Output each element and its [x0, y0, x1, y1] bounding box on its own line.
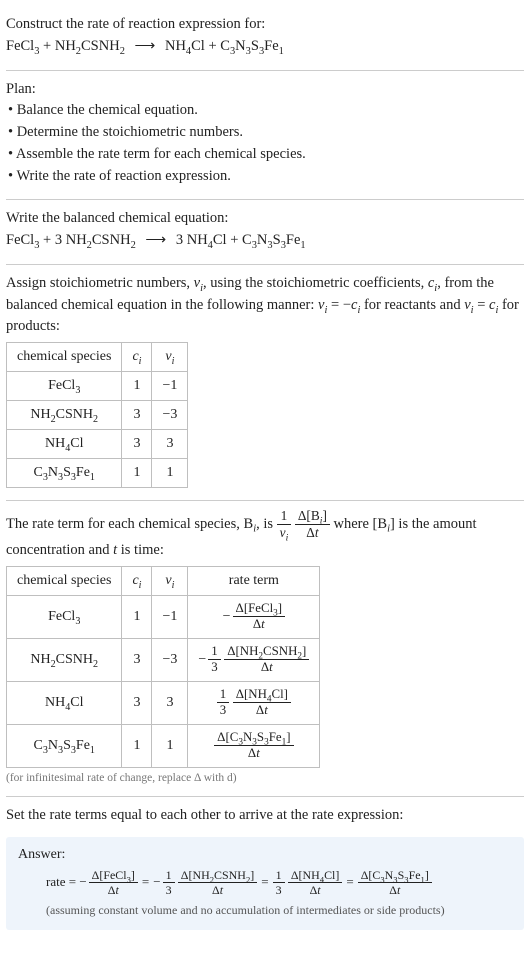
col-ci: ci [122, 566, 152, 595]
page: Construct the rate of reaction expressio… [0, 0, 530, 938]
answer-rate-expression: rate = −Δ[FeCl3]Δt=−13 Δ[NH2CSNH2]Δt=13 … [18, 869, 512, 897]
answer-box: Answer: rate = −Δ[FeCl3]Δt=−13 Δ[NH2CSNH… [6, 837, 524, 930]
cell-ci: 1 [122, 459, 152, 488]
col-species: chemical species [7, 566, 122, 595]
cell-rate: −13 Δ[NH2CSNH2]Δt [188, 638, 320, 681]
plan-item: • Assemble the rate term for each chemic… [6, 144, 524, 166]
table-header-row: chemical species ci νi [7, 343, 188, 372]
balanced-heading: Write the balanced chemical equation: [6, 208, 524, 230]
rateterm-heading: The rate term for each chemical species,… [6, 509, 524, 562]
cell-vi: 3 [152, 430, 188, 459]
col-vi: νi [152, 343, 188, 372]
balanced-equation: FeCl3 + 3 NH2CSNH2 ⟶ 3 NH4Cl + C3N3S3Fe1 [6, 230, 524, 252]
table-row: NH4Cl 3 3 13 Δ[NH4Cl]Δt [7, 681, 320, 724]
cell-vi: 1 [152, 724, 188, 767]
cell-rate: −Δ[FeCl3]Δt [188, 595, 320, 638]
cell-vi: 1 [152, 459, 188, 488]
cell-species: NH4Cl [7, 681, 122, 724]
intro-equation: FeCl3 + NH2CSNH2 ⟶ NH4Cl + C3N3S3Fe1 [6, 36, 524, 58]
cell-ci: 1 [122, 724, 152, 767]
cell-rate: 13 Δ[NH4Cl]Δt [188, 681, 320, 724]
cell-ci: 3 [122, 681, 152, 724]
table-row: NH2CSNH2 3 −3 −13 Δ[NH2CSNH2]Δt [7, 638, 320, 681]
cell-ci: 3 [122, 401, 152, 430]
answer-assumption: (assuming constant volume and no accumul… [18, 897, 512, 918]
col-vi: νi [152, 566, 188, 595]
stoich-heading: Assign stoichiometric numbers, νi, using… [6, 273, 524, 338]
cell-ci: 1 [122, 595, 152, 638]
table-header-row: chemical species ci νi rate term [7, 566, 320, 595]
answer-label: Answer: [18, 847, 512, 863]
cell-ci: 3 [122, 430, 152, 459]
col-rate: rate term [188, 566, 320, 595]
cell-species: FeCl3 [7, 372, 122, 401]
final-heading: Set the rate terms equal to each other t… [6, 805, 524, 827]
balanced-section: Write the balanced chemical equation: Fe… [6, 202, 524, 262]
cell-ci: 3 [122, 638, 152, 681]
cell-vi: −1 [152, 372, 188, 401]
separator [6, 264, 524, 265]
separator [6, 500, 524, 501]
cell-species: C3N3S3Fe1 [7, 459, 122, 488]
plan-heading: Plan: [6, 79, 524, 101]
stoich-table: chemical species ci νi FeCl3 1 −1 NH2CSN… [6, 342, 188, 488]
col-species: chemical species [7, 343, 122, 372]
cell-rate: Δ[C3N3S3Fe1]Δt [188, 724, 320, 767]
cell-vi: −3 [152, 401, 188, 430]
plan-item: • Determine the stoichiometric numbers. [6, 122, 524, 144]
cell-species: FeCl3 [7, 595, 122, 638]
rateterm-section: The rate term for each chemical species,… [6, 503, 524, 794]
table-row: C3N3S3Fe1 1 1 [7, 459, 188, 488]
plan-section: Plan: • Balance the chemical equation. •… [6, 73, 524, 198]
table-row: NH4Cl 3 3 [7, 430, 188, 459]
cell-ci: 1 [122, 372, 152, 401]
cell-species: NH2CSNH2 [7, 401, 122, 430]
table-row: NH2CSNH2 3 −3 [7, 401, 188, 430]
cell-vi: 3 [152, 681, 188, 724]
final-section: Set the rate terms equal to each other t… [6, 799, 524, 831]
stoich-section: Assign stoichiometric numbers, νi, using… [6, 267, 524, 498]
table-row: FeCl3 1 −1 [7, 372, 188, 401]
separator [6, 796, 524, 797]
rateterm-table: chemical species ci νi rate term FeCl3 1… [6, 566, 320, 768]
separator [6, 199, 524, 200]
table-row: C3N3S3Fe1 1 1 Δ[C3N3S3Fe1]Δt [7, 724, 320, 767]
cell-vi: −3 [152, 638, 188, 681]
plan-item: • Write the rate of reaction expression. [6, 166, 524, 188]
intro-title: Construct the rate of reaction expressio… [6, 14, 524, 36]
intro-section: Construct the rate of reaction expressio… [6, 8, 524, 68]
cell-vi: −1 [152, 595, 188, 638]
rateterm-footnote: (for infinitesimal rate of change, repla… [6, 768, 524, 784]
cell-species: C3N3S3Fe1 [7, 724, 122, 767]
cell-species: NH4Cl [7, 430, 122, 459]
col-ci: ci [122, 343, 152, 372]
table-row: FeCl3 1 −1 −Δ[FeCl3]Δt [7, 595, 320, 638]
cell-species: NH2CSNH2 [7, 638, 122, 681]
separator [6, 70, 524, 71]
plan-item: • Balance the chemical equation. [6, 100, 524, 122]
